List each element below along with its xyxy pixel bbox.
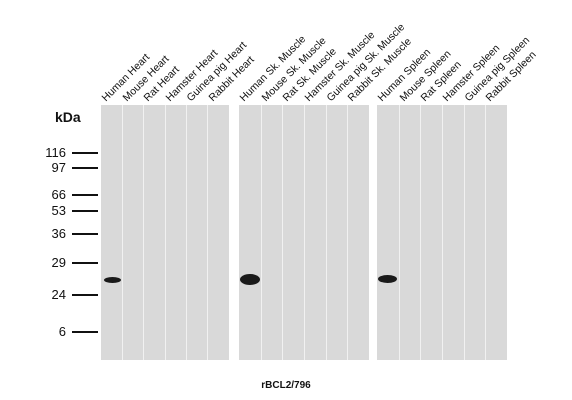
marker-tick <box>72 262 98 264</box>
lane-divider <box>186 105 187 360</box>
marker-label: 6 <box>58 324 66 339</box>
marker-36: 36 <box>0 227 100 241</box>
lane-divider <box>442 105 443 360</box>
marker-label: 116 <box>45 145 66 160</box>
marker-66: 66 <box>0 188 100 202</box>
band-human-sk-muscle <box>240 274 260 285</box>
marker-tick <box>72 152 98 154</box>
lane-divider <box>165 105 166 360</box>
marker-29: 29 <box>0 256 100 270</box>
lane-divider <box>347 105 348 360</box>
marker-tick <box>72 194 98 196</box>
lane-divider <box>282 105 283 360</box>
lane-divider <box>399 105 400 360</box>
kda-unit-label: kDa <box>55 109 81 125</box>
lane-divider <box>261 105 262 360</box>
lane-divider <box>420 105 421 360</box>
marker-label: 36 <box>51 226 66 241</box>
lane-divider <box>207 105 208 360</box>
marker-tick <box>72 294 98 296</box>
lane-divider <box>143 105 144 360</box>
marker-97: 97 <box>0 161 100 175</box>
marker-tick <box>72 331 98 333</box>
band-human-heart <box>104 277 121 283</box>
marker-116: 116 <box>0 146 100 160</box>
marker-label: 97 <box>51 160 66 175</box>
lane-divider <box>122 105 123 360</box>
marker-tick <box>72 167 98 169</box>
marker-tick <box>72 233 98 235</box>
lane-divider <box>485 105 486 360</box>
band-human-spleen <box>378 275 397 283</box>
antibody-label: rBCL2/796 <box>261 380 311 391</box>
marker-label: 29 <box>51 255 66 270</box>
lane-divider <box>304 105 305 360</box>
lane-divider <box>464 105 465 360</box>
marker-tick <box>72 210 98 212</box>
blot-panel-heart <box>101 105 229 360</box>
marker-53: 53 <box>0 204 100 218</box>
marker-24: 24 <box>0 288 100 302</box>
marker-label: 66 <box>51 187 66 202</box>
blot-panel-spleen <box>377 105 507 360</box>
marker-6: 6 <box>0 325 100 339</box>
lane-divider <box>326 105 327 360</box>
blot-panel-sk-muscle <box>239 105 369 360</box>
marker-label: 53 <box>51 203 66 218</box>
marker-label: 24 <box>51 287 66 302</box>
